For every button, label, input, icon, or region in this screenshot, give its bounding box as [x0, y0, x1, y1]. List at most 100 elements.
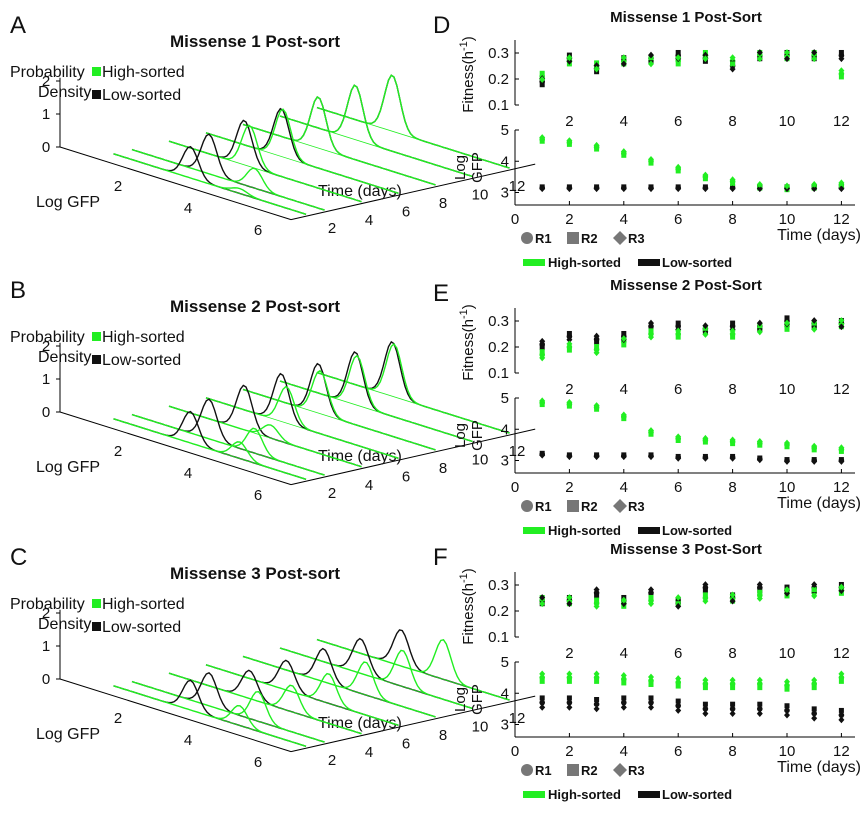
marker-low — [566, 453, 573, 461]
z-axis-label: Density — [38, 616, 91, 633]
density-curve-low — [113, 145, 307, 215]
marker-low — [620, 60, 627, 68]
legend-marker-r3 — [613, 231, 627, 245]
marker-high — [729, 676, 736, 684]
legend-marker-label: R2 — [581, 499, 598, 514]
x-axis-label: Time (days) — [777, 495, 861, 512]
x-tick-label: 6 — [674, 211, 682, 228]
legend-marker-r2 — [567, 500, 579, 512]
marker-low — [756, 185, 763, 193]
z-axis-label: Probability — [10, 64, 85, 81]
legend-label-high: High-sorted — [102, 64, 185, 81]
marker-high — [675, 54, 682, 62]
panel-title: Missense 1 Post-Sort — [610, 9, 762, 26]
marker-high — [566, 398, 573, 406]
marker-high — [621, 680, 627, 686]
legend-label-low: Low-sorted — [662, 787, 732, 802]
time-tick-label: 12 — [509, 178, 526, 195]
x-tick-label: 6 — [254, 754, 262, 771]
marker-low — [539, 337, 546, 345]
marker-low — [594, 593, 600, 599]
time-tick-label: 10 — [472, 719, 489, 736]
baseline — [113, 685, 307, 747]
marker-low — [593, 62, 600, 69]
marker-high — [593, 402, 600, 409]
legend-marker-r1 — [521, 764, 533, 776]
y-tick-label: 0.2 — [488, 603, 509, 620]
marker-low — [648, 185, 654, 193]
marker-low — [648, 319, 654, 327]
x-tick-label: 12 — [833, 645, 850, 662]
fitness-unit-superscript: -1 — [458, 41, 470, 51]
legend-swatch-high — [523, 527, 545, 534]
marker-low — [648, 453, 654, 461]
panel-title: Missense 3 Post-Sort — [610, 541, 762, 558]
z-axis-label: Probability — [10, 596, 85, 613]
marker-low — [675, 698, 681, 704]
marker-high — [594, 343, 600, 349]
density-curve-low — [242, 96, 436, 186]
fitness-unit-superscript: -1 — [458, 309, 470, 319]
marker-low — [566, 695, 572, 701]
time-tick-label: 12 — [509, 443, 526, 460]
marker-high — [566, 347, 572, 353]
marker-low — [675, 454, 682, 462]
marker-high — [620, 596, 627, 604]
density-curve-low — [279, 351, 473, 443]
marker-low — [838, 587, 845, 595]
marker-low — [594, 339, 600, 345]
marker-high — [784, 686, 790, 692]
marker-low — [593, 453, 600, 461]
marker-high — [566, 594, 573, 601]
baseline — [113, 153, 307, 215]
y-tick-label: 4 — [501, 685, 509, 702]
marker-low — [784, 458, 790, 465]
z-tick-label: 0 — [42, 671, 50, 688]
marker-high — [593, 670, 600, 678]
marker-high — [757, 589, 763, 595]
marker-low — [648, 699, 654, 706]
marker-high — [593, 349, 600, 357]
marker-high — [702, 439, 708, 445]
marker-low — [675, 702, 681, 709]
marker-high — [730, 685, 736, 691]
x-tick-label: 4 — [184, 200, 192, 217]
marker-low — [729, 706, 736, 712]
marker-low — [702, 454, 709, 462]
legend-label-high: High-sorted — [548, 523, 621, 538]
marker-high — [784, 182, 790, 190]
marker-low — [756, 319, 763, 327]
z-tick-label: 1 — [42, 638, 50, 655]
marker-high — [756, 180, 763, 188]
marker-high — [784, 586, 790, 594]
marker-high — [784, 326, 790, 332]
density-curve-high — [279, 354, 473, 443]
marker-low — [702, 51, 709, 59]
marker-high — [811, 180, 818, 188]
marker-high — [539, 354, 546, 362]
marker-low — [784, 589, 790, 597]
time-tick-label: 6 — [402, 203, 410, 220]
marker-high — [620, 672, 627, 679]
legend-label-low: Low-sorted — [102, 87, 181, 104]
density-curve-low — [131, 133, 325, 211]
marker-low — [620, 703, 627, 711]
marker-high — [784, 319, 790, 327]
time-axis — [290, 163, 536, 221]
x-tick-label: 6 — [674, 381, 682, 398]
marker-low — [811, 710, 817, 717]
y-tick-label: 3 — [501, 185, 509, 202]
marker-high — [756, 438, 763, 445]
marker-low — [784, 703, 790, 709]
x-tick-label: 10 — [779, 381, 796, 398]
x-tick-label: 0 — [511, 479, 519, 496]
marker-low — [730, 701, 736, 707]
x-tick-label: 8 — [728, 381, 736, 398]
x-tick-label: 8 — [728, 479, 736, 496]
marker-high — [811, 676, 818, 684]
panel-letter: D — [433, 12, 450, 39]
x-tick-label: 2 — [114, 443, 122, 460]
legend-marker-label: R3 — [628, 763, 645, 778]
marker-high — [838, 678, 844, 684]
